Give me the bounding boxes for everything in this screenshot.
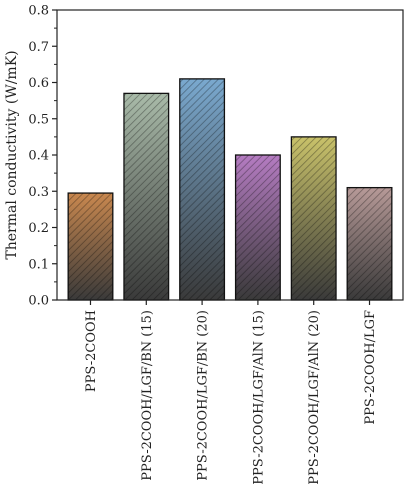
bar-hatch [179, 78, 226, 301]
y-tick-label: 0.8 [28, 4, 49, 19]
bar-hatch [290, 136, 337, 301]
bar-hatch [234, 154, 281, 301]
x-category-label: PPS-2COOH/LGF/BN (15) [140, 310, 155, 481]
y-axis-label: Thermal conductivity (W/mK) [4, 50, 20, 259]
y-tick-label: 0.3 [28, 185, 49, 200]
bar-hatch [346, 186, 393, 301]
bars-layer [67, 78, 393, 301]
bar-hatch [123, 92, 170, 301]
y-tick-label: 0.7 [28, 40, 49, 55]
y-tick-label: 0.0 [28, 294, 49, 309]
x-category-label: PPS-2COOH/LGF [363, 310, 378, 425]
x-category-label: PPS-2COOH/LGF/AlN (20) [307, 310, 322, 485]
x-category-label: PPS-2COOH/LGF/AlN (15) [251, 310, 266, 485]
y-tick-label: 0.6 [28, 76, 49, 91]
y-tick-label: 0.2 [28, 221, 49, 236]
x-category-label: PPS-2COOH [84, 310, 99, 392]
y-tick-label: 0.1 [28, 257, 49, 272]
axes-layer: 0.0 0.1 0.2 0.3 0.4 0.5 0.6 0.7 0.8 PPS-2COOH PPS-… [28, 4, 404, 485]
y-tick-label: 0.5 [28, 112, 49, 127]
bar-hatch [67, 192, 114, 301]
x-category-label: PPS-2COOH/LGF/BN (20) [196, 310, 211, 481]
y-tick-label: 0.4 [28, 149, 49, 164]
